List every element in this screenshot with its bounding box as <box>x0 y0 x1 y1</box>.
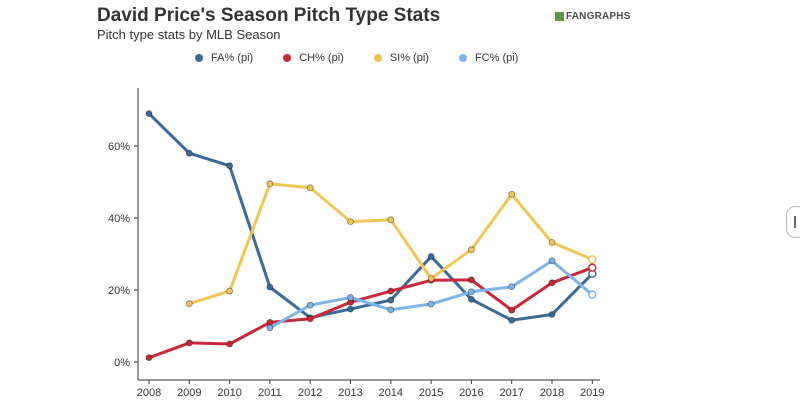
data-point[interactable] <box>508 283 516 291</box>
scroll-handle[interactable] <box>786 206 800 238</box>
fangraphs-logo[interactable]: FANGRAPHS <box>555 11 631 22</box>
legend-label: SI% (pi) <box>389 52 429 64</box>
data-point[interactable] <box>387 287 395 295</box>
series-line <box>147 112 594 322</box>
data-point[interactable] <box>588 290 597 299</box>
data-point[interactable] <box>145 110 153 117</box>
data-point[interactable] <box>588 255 597 264</box>
x-tick-label: 2019 <box>580 387 604 399</box>
data-point[interactable] <box>266 324 274 332</box>
data-point[interactable] <box>185 149 193 157</box>
series-line <box>188 182 593 306</box>
x-tick-label: 2011 <box>258 387 282 399</box>
data-point[interactable] <box>548 239 556 246</box>
data-point[interactable] <box>467 288 475 296</box>
legend-item[interactable]: SI% (pi) <box>373 52 429 64</box>
y-tick-label: 20% <box>108 285 130 297</box>
data-point[interactable] <box>508 190 516 198</box>
chart-title: David Price's Season Pitch Type Stats <box>97 5 441 26</box>
series-3 <box>266 257 597 332</box>
data-point[interactable] <box>266 283 274 291</box>
series-1 <box>145 263 597 362</box>
legend-swatch <box>373 54 382 62</box>
series-line <box>269 259 594 330</box>
data-point[interactable] <box>226 340 234 348</box>
x-tick-label: 2014 <box>379 387 403 399</box>
series-2 <box>185 180 597 308</box>
x-tick-label: 2009 <box>177 387 201 399</box>
data-point[interactable] <box>306 315 314 323</box>
data-point[interactable] <box>427 275 435 282</box>
data-point[interactable] <box>427 300 435 308</box>
legend-swatch <box>458 54 467 62</box>
data-point[interactable] <box>387 306 395 314</box>
legend-label: FA% (pi) <box>211 52 254 64</box>
data-point[interactable] <box>467 276 475 284</box>
y-tick-label: 0% <box>114 357 130 369</box>
x-tick-label: 2012 <box>298 387 322 399</box>
x-tick-label: 2018 <box>540 387 564 399</box>
chart-subtitle: Pitch type stats by MLB Season <box>97 27 281 42</box>
legend-item[interactable]: FC% (pi) <box>458 52 519 64</box>
data-point[interactable] <box>306 301 314 309</box>
data-point[interactable] <box>185 339 193 347</box>
data-point[interactable] <box>508 306 516 314</box>
x-tick-label: 2010 <box>217 387 241 399</box>
data-point[interactable] <box>548 311 556 318</box>
legend-item[interactable]: CH% (pi) <box>283 52 344 64</box>
data-point[interactable] <box>467 295 475 303</box>
data-point[interactable] <box>588 263 597 272</box>
legend-item[interactable]: FA% (pi) <box>195 52 253 64</box>
x-tick-label: 2008 <box>137 387 161 399</box>
data-point[interactable] <box>226 287 234 295</box>
legend-label: FC% (pi) <box>474 52 519 64</box>
series-line <box>148 266 593 360</box>
data-point[interactable] <box>387 216 395 224</box>
x-tick-label: 2017 <box>499 387 523 399</box>
data-point[interactable] <box>145 354 153 362</box>
data-point[interactable] <box>387 296 395 304</box>
data-point[interactable] <box>347 305 354 313</box>
legend-swatch <box>195 54 203 62</box>
data-point[interactable] <box>508 316 516 324</box>
data-point[interactable] <box>226 162 234 170</box>
x-tick-label: 2013 <box>338 387 362 399</box>
data-point[interactable] <box>467 246 475 254</box>
legend-swatch <box>283 54 292 62</box>
data-point[interactable] <box>347 218 354 226</box>
data-point[interactable] <box>427 253 435 260</box>
data-point[interactable] <box>548 257 556 265</box>
fangraphs-logo-icon <box>555 12 564 21</box>
x-tick-label: 2016 <box>459 387 483 399</box>
data-point[interactable] <box>266 180 274 188</box>
y-tick-label: 40% <box>108 213 130 225</box>
fangraphs-logo-text: FANGRAPHS <box>566 11 631 22</box>
data-point[interactable] <box>548 279 556 287</box>
data-point[interactable] <box>185 300 193 308</box>
series-0 <box>145 110 597 324</box>
x-tick-label: 2015 <box>419 387 443 399</box>
y-tick-label: 60% <box>108 141 130 153</box>
data-point[interactable] <box>347 294 354 301</box>
legend-label: CH% (pi) <box>299 52 344 64</box>
data-point[interactable] <box>306 184 314 192</box>
chart-legend: FA% (pi) CH% (pi) SI% (pi) FC% (pi) <box>195 52 518 64</box>
